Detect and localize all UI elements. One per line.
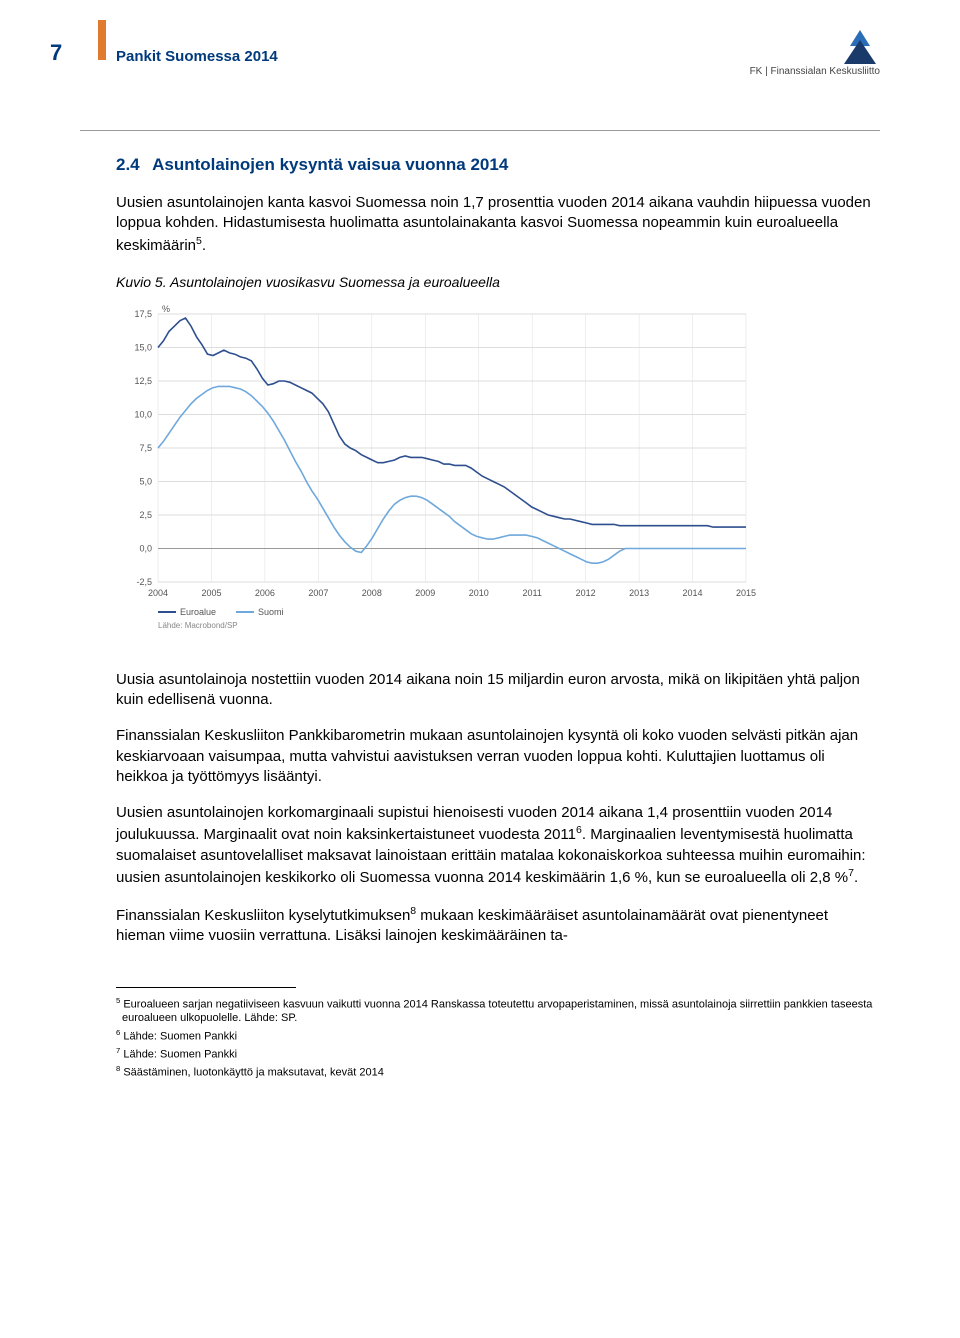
paragraph-3: Finanssialan Keskusliiton Pankkibarometr… xyxy=(116,726,880,787)
footnote-5: 5 Euroalueen sarjan negatiiviseen kasvuu… xyxy=(116,996,880,1026)
paragraph-5: Finanssialan Keskusliiton kyselytutkimuk… xyxy=(116,904,880,947)
svg-text:2008: 2008 xyxy=(362,588,382,598)
chart-svg: 17,5 15,0 12,5 10,0 7,5 5,0 2,5 0,0 -2,5% 2004 200… xyxy=(116,300,756,640)
svg-text:7,5: 7,5 xyxy=(139,443,152,453)
svg-text:-2,5: -2,5 xyxy=(136,577,152,587)
svg-text:2014: 2014 xyxy=(683,588,703,598)
page-header: 7 Pankit Suomessa 2014 FK | Finanssialan… xyxy=(80,40,880,110)
page-number: 7 xyxy=(50,40,62,66)
section-title: Asuntolainojen kysyntä vaisua vuonna 201… xyxy=(152,155,508,174)
svg-text:2,5: 2,5 xyxy=(139,510,152,520)
page-container: 7 Pankit Suomessa 2014 FK | Finanssialan… xyxy=(0,0,960,1122)
section-number: 2.4 xyxy=(116,155,148,175)
svg-text:2010: 2010 xyxy=(469,588,489,598)
section-heading: 2.4 Asuntolainojen kysyntä vaisua vuonna… xyxy=(116,155,880,175)
svg-text:2005: 2005 xyxy=(201,588,221,598)
header-rule xyxy=(80,130,880,131)
svg-text:15,0: 15,0 xyxy=(134,342,152,352)
svg-text:Lähde: Macrobond/SP: Lähde: Macrobond/SP xyxy=(158,621,238,630)
figure-caption: Kuvio 5. Asuntolainojen vuosikasvu Suome… xyxy=(116,274,880,290)
svg-text:%: % xyxy=(162,304,170,314)
svg-text:17,5: 17,5 xyxy=(134,309,152,319)
svg-text:Suomi: Suomi xyxy=(258,607,284,617)
header-accent xyxy=(98,20,106,60)
paragraph-1: Uusien asuntolainojen kanta kasvoi Suome… xyxy=(116,193,880,256)
svg-text:2004: 2004 xyxy=(148,588,168,598)
footnote-6: 6 Lähde: Suomen Pankki xyxy=(116,1028,880,1044)
svg-text:5,0: 5,0 xyxy=(139,476,152,486)
logo-icon xyxy=(840,30,880,64)
svg-text:2009: 2009 xyxy=(415,588,435,598)
svg-text:2013: 2013 xyxy=(629,588,649,598)
svg-text:0,0: 0,0 xyxy=(139,543,152,553)
logo-text: FK | Finanssialan Keskusliitto xyxy=(750,66,880,77)
footnote-separator xyxy=(116,987,296,988)
svg-text:2015: 2015 xyxy=(736,588,756,598)
svg-text:2007: 2007 xyxy=(308,588,328,598)
paragraph-4: Uusien asuntolainojen korkomarginaali su… xyxy=(116,803,880,888)
svg-text:2011: 2011 xyxy=(523,588,542,598)
svg-text:2012: 2012 xyxy=(576,588,596,598)
svg-text:10,0: 10,0 xyxy=(134,409,152,419)
footnotes: 5 Euroalueen sarjan negatiiviseen kasvuu… xyxy=(116,996,880,1080)
doc-title: Pankit Suomessa 2014 xyxy=(116,48,278,65)
content-area: 2.4 Asuntolainojen kysyntä vaisua vuonna… xyxy=(80,155,880,1080)
org-logo: FK | Finanssialan Keskusliitto xyxy=(750,30,880,77)
paragraph-2: Uusia asuntolainoja nostettiin vuoden 20… xyxy=(116,670,880,711)
svg-text:12,5: 12,5 xyxy=(134,376,152,386)
footnote-8: 8 Säästäminen, luotonkäyttö ja maksutava… xyxy=(116,1064,880,1080)
line-chart: 17,5 15,0 12,5 10,0 7,5 5,0 2,5 0,0 -2,5% 2004 200… xyxy=(116,300,880,644)
footnote-7: 7 Lähde: Suomen Pankki xyxy=(116,1046,880,1062)
svg-text:Euroalue: Euroalue xyxy=(180,607,216,617)
svg-text:2006: 2006 xyxy=(255,588,275,598)
